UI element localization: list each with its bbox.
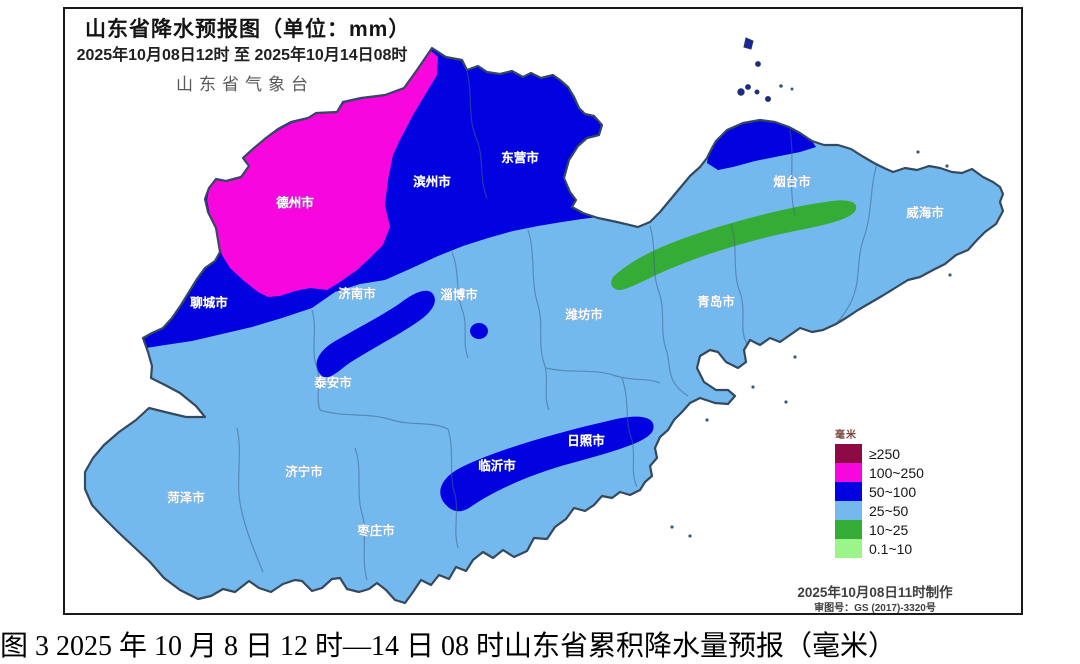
legend-unit-label: 毫米	[835, 430, 857, 441]
legend-swatch-0.1-10	[835, 539, 862, 558]
legend-label: 10~25	[869, 521, 909, 538]
legend-row: 100~250	[835, 463, 924, 482]
figure-caption: 图 3 2025 年 10 月 8 日 12 时—14 日 08 时山东省累积降…	[0, 631, 897, 662]
city-label-weifang: 潍坊市	[564, 307, 603, 322]
city-label-linyi: 临沂市	[478, 458, 516, 473]
city-label-binzhou: 滨州市	[413, 174, 451, 189]
city-label-taian: 泰安市	[313, 375, 352, 390]
legend-swatch-50-100	[835, 482, 862, 501]
legend-row: 25~50	[835, 501, 924, 520]
rain-band-100-250	[207, 50, 438, 297]
city-label-rizhao: 日照市	[567, 433, 605, 448]
legend-label: 50~100	[869, 483, 917, 500]
legend-label: 25~50	[869, 502, 909, 519]
legend: 毫米 ≥250 100~250 50~100 25~50 10~25 0.1~1…	[835, 426, 924, 558]
province-outline	[83, 46, 1005, 605]
legend-swatch-100-250	[835, 463, 862, 482]
legend-row: 0.1~10	[835, 539, 924, 558]
legend-label: 100~250	[869, 464, 924, 481]
city-label-zibo: 淄博市	[440, 287, 478, 302]
rain-blob-linyi-rizhao	[440, 416, 654, 512]
map-approval-number: 审图号：GS (2017)-3320号	[814, 603, 936, 614]
city-label-jining: 济宁市	[285, 464, 323, 479]
map-date-range: 2025年10月08日12时 至 2025年10月14日08时	[76, 47, 408, 64]
city-label-dezhou: 德州市	[276, 195, 314, 210]
city-label-dongying: 东营市	[501, 150, 539, 165]
rain-dot-zibo	[470, 323, 488, 339]
islands	[670, 37, 952, 538]
city-labels: 德州市 滨州市 东营市 聊城市 济南市 淄博市 潍坊市 烟台市 威海市 青岛市 …	[167, 150, 944, 538]
city-label-qingdao: 青岛市	[697, 294, 735, 309]
legend-swatch-25-50	[835, 501, 862, 520]
legend-row: 10~25	[835, 520, 924, 539]
city-boundaries	[236, 71, 878, 581]
produced-timestamp: 2025年10月08日11时制作	[797, 585, 953, 600]
city-label-zaozhuang: 枣庄市	[356, 523, 395, 538]
legend-label: 0.1~10	[869, 540, 913, 557]
rain-band-10-25	[611, 200, 857, 290]
legend-swatch-ge250	[835, 444, 862, 463]
map-agency: 山东省气象台	[176, 75, 314, 94]
legend-row: ≥250	[835, 444, 924, 463]
city-label-jinan: 济南市	[338, 286, 376, 301]
rain-blob-jinan	[316, 290, 435, 378]
city-label-liaocheng: 聊城市	[190, 295, 228, 310]
legend-swatch-10-25	[835, 520, 862, 539]
map-title: 山东省降水预报图（单位：mm）	[85, 18, 411, 41]
city-label-yantai: 烟台市	[773, 174, 811, 189]
legend-row: 50~100	[835, 482, 924, 501]
rain-band-50-100-coast	[707, 120, 816, 170]
city-label-weihai: 威海市	[906, 205, 944, 220]
city-label-heze: 菏泽市	[167, 490, 205, 505]
legend-label: ≥250	[869, 445, 901, 462]
